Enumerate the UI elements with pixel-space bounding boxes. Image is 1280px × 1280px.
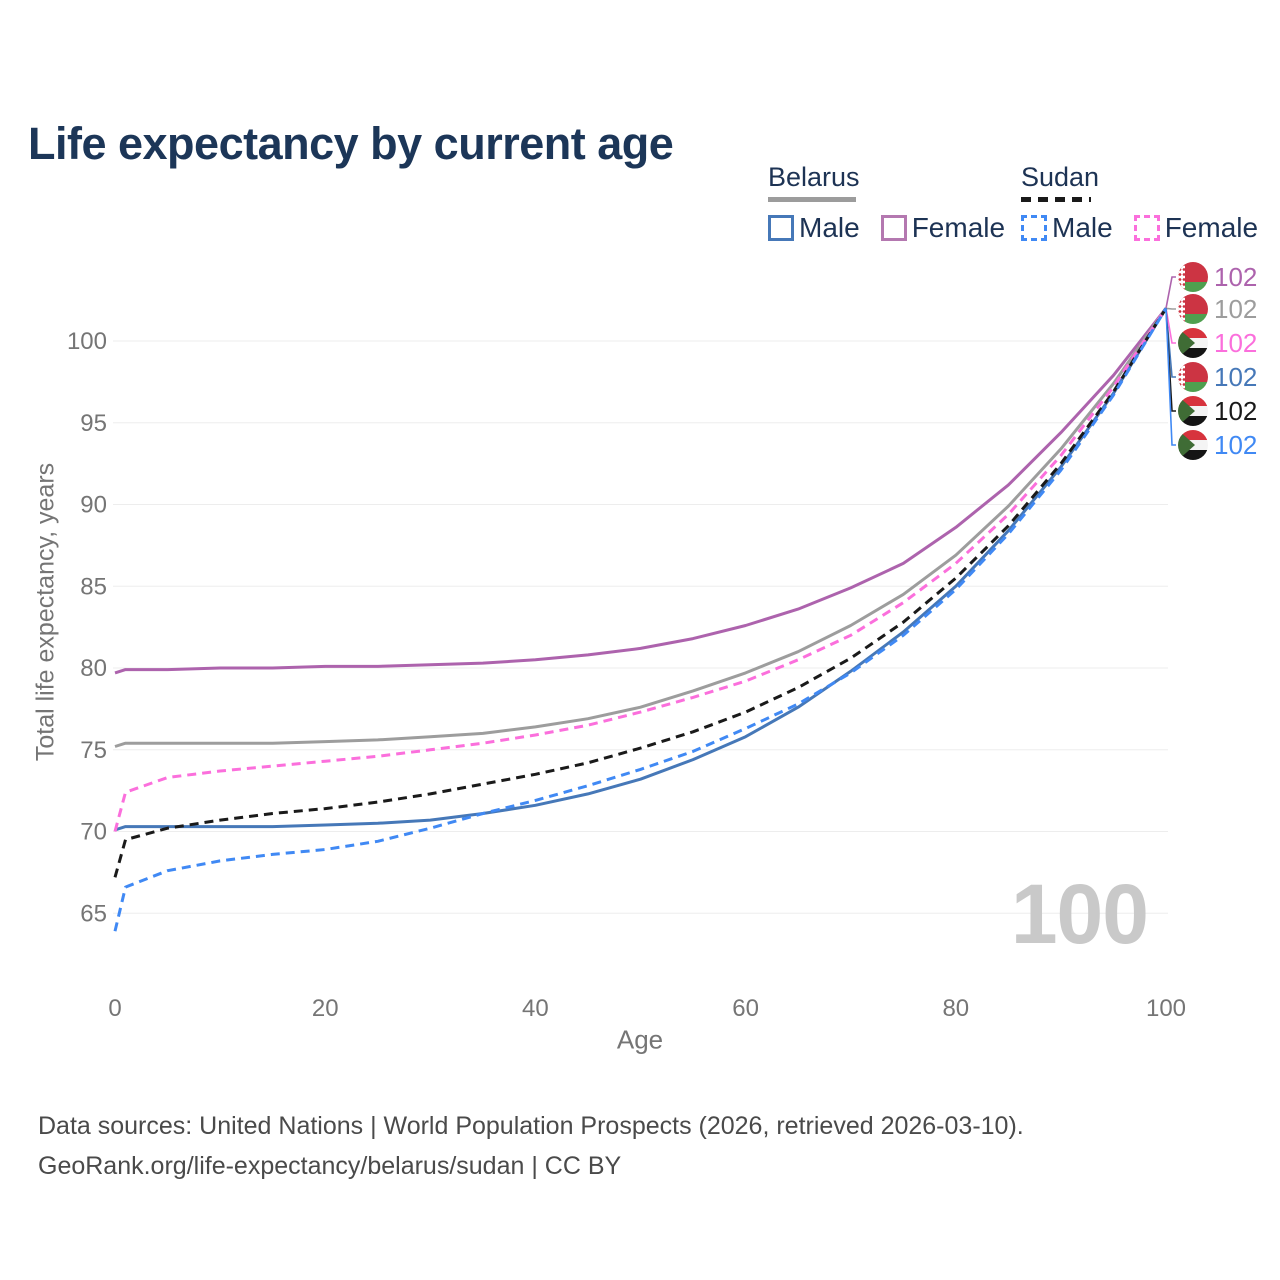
age-watermark: 100 <box>1010 867 1149 961</box>
sudan-line-style-sample <box>1021 197 1091 202</box>
legend-item-sudan-female[interactable]: Female <box>1133 212 1259 244</box>
legend-label: Male <box>1052 212 1113 243</box>
belarus-female-swatch-icon <box>880 215 907 241</box>
legend-label: Female <box>911 212 1006 243</box>
connector-sudan-female <box>1165 308 1176 344</box>
belarus-line-style-sample <box>768 197 856 202</box>
legend-group-belarus: Belarus Male Female <box>768 162 1005 244</box>
x-tick-label-60: 60 <box>732 995 759 1022</box>
page-title: Life expectancy by current age <box>28 118 674 170</box>
y-tick-label-80: 80 <box>80 655 107 682</box>
y-tick-label-100: 100 <box>67 328 107 355</box>
legend-item-belarus-male[interactable]: Male <box>768 212 860 244</box>
legend-label: Male <box>799 212 860 243</box>
connector-belarus-female <box>1165 276 1176 309</box>
x-tick-label-0: 0 <box>108 995 121 1022</box>
y-tick-label-65: 65 <box>80 900 107 927</box>
line-belarus-male[interactable] <box>114 307 1168 832</box>
x-tick-label-20: 20 <box>312 995 339 1022</box>
legend-group-sudan: Sudan Male Female <box>1021 162 1258 244</box>
line-sudan-male[interactable] <box>113 307 1168 932</box>
sudan-female-swatch-icon <box>1133 215 1160 241</box>
line-sudan-female[interactable] <box>113 307 1168 832</box>
legend-item-sudan-male[interactable]: Male <box>1021 212 1113 244</box>
line-belarus-total[interactable] <box>114 307 1168 748</box>
belarus-male-swatch-icon <box>768 215 794 241</box>
legend-country-sudan[interactable]: Sudan <box>1021 162 1100 192</box>
y-tick-label-90: 90 <box>80 492 107 519</box>
footer-attribution: GeoRank.org/life-expectancy/belarus/suda… <box>38 1152 622 1180</box>
x-tick-label-100: 100 <box>1146 995 1186 1022</box>
legend-label: Female <box>1164 212 1259 243</box>
sudan-male-swatch-icon <box>1021 215 1047 241</box>
y-tick-label-75: 75 <box>80 737 107 764</box>
line-belarus-female[interactable] <box>114 307 1168 675</box>
x-tick-label-40: 40 <box>522 995 549 1022</box>
legend-item-belarus-female[interactable]: Female <box>880 212 1006 244</box>
connector-sudan-male <box>1165 308 1176 446</box>
y-axis-title: Total life expectancy, years <box>31 462 60 762</box>
y-tick-label-95: 95 <box>80 410 107 437</box>
x-tick-label-80: 80 <box>942 995 969 1022</box>
footer-data-sources: Data sources: United Nations | World Pop… <box>38 1112 1024 1140</box>
y-tick-label-70: 70 <box>80 819 107 846</box>
line-sudan-total[interactable] <box>113 307 1168 878</box>
legend-country-belarus[interactable]: Belarus <box>768 162 860 192</box>
connector-belarus-total <box>1165 307 1176 310</box>
footer: Data sources: United Nations | World Pop… <box>38 1106 1024 1186</box>
y-tick-label-85: 85 <box>80 573 107 600</box>
x-axis-title: Age <box>616 1024 664 1055</box>
